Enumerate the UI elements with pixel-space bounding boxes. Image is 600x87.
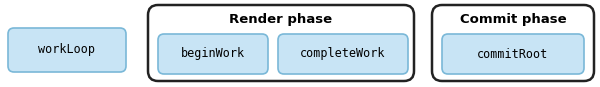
FancyBboxPatch shape [442,34,584,74]
Text: beginWork: beginWork [181,48,245,60]
Text: Render phase: Render phase [229,13,332,27]
Text: completeWork: completeWork [300,48,386,60]
Text: commitRoot: commitRoot [478,48,548,60]
Text: Commit phase: Commit phase [460,13,566,27]
FancyBboxPatch shape [8,28,126,72]
FancyBboxPatch shape [432,5,594,81]
Text: workLoop: workLoop [38,44,95,56]
FancyBboxPatch shape [148,5,414,81]
FancyBboxPatch shape [158,34,268,74]
FancyBboxPatch shape [278,34,408,74]
